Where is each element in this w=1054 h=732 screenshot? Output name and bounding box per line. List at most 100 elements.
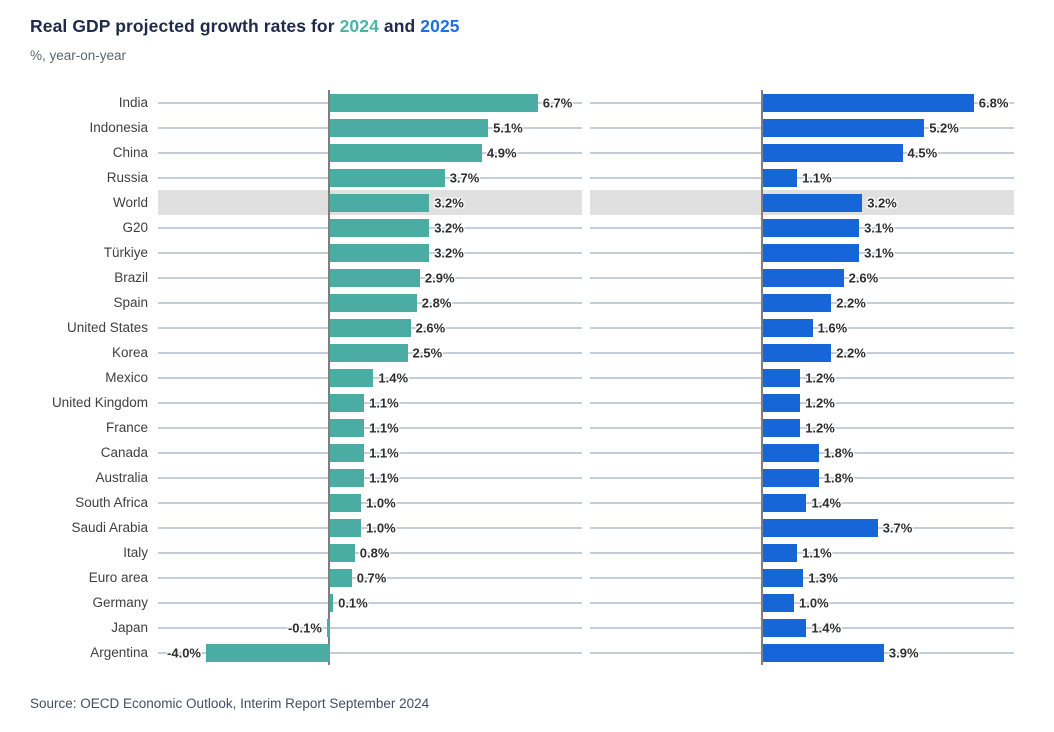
country-label: G20 xyxy=(122,220,148,235)
axis-line xyxy=(328,265,330,290)
panel-2024: 2.8% xyxy=(158,290,582,315)
bar-value-label: 2.2% xyxy=(836,345,866,360)
panel-2025: 1.2% xyxy=(590,390,1014,415)
bar-2024 xyxy=(330,468,365,487)
chart-subtitle: %, year-on-year xyxy=(30,48,127,63)
bar-2024 xyxy=(330,393,365,412)
chart-row: World 3.2% 3.2% xyxy=(30,190,1014,215)
panel-2025: 1.2% xyxy=(590,365,1014,390)
bar-2025 xyxy=(763,143,903,162)
bar-value-label: 2.6% xyxy=(415,320,446,335)
bar-2025 xyxy=(763,518,878,537)
bar-2025 xyxy=(763,418,801,437)
axis-line xyxy=(328,190,330,215)
bar-value-label: 5.2% xyxy=(929,120,959,135)
bar-value-label: 3.2% xyxy=(434,220,464,235)
panel-2024: -0.1% xyxy=(158,615,582,640)
bar-2024 xyxy=(330,93,538,112)
bar-value-label: 2.8% xyxy=(421,295,452,310)
panel-2025: 1.2% xyxy=(590,415,1014,440)
panel-2025: 1.0% xyxy=(590,590,1014,615)
chart-row: China 4.9% 4.5% xyxy=(30,140,1014,165)
gridline xyxy=(590,176,1014,179)
panel-gap xyxy=(582,165,590,190)
bar-2024 xyxy=(330,543,355,562)
panel-2025: 3.1% xyxy=(590,215,1014,240)
panel-2025: 3.9% xyxy=(590,640,1014,665)
bar-2025 xyxy=(763,593,794,612)
panel-2025: 1.4% xyxy=(590,490,1014,515)
panel-gap xyxy=(582,640,590,665)
title-and: and xyxy=(378,16,421,36)
bar-2024 xyxy=(330,143,482,162)
bar-2024 xyxy=(206,643,330,662)
bar-value-label: 6.7% xyxy=(542,95,573,110)
country-label: Russia xyxy=(106,170,148,185)
axis-line xyxy=(761,265,763,290)
country-label: Australia xyxy=(95,470,148,485)
panel-2024: 2.5% xyxy=(158,340,582,365)
axis-line xyxy=(761,190,763,215)
panel-2025: 3.7% xyxy=(590,515,1014,540)
bar-value-label: 1.4% xyxy=(811,620,842,635)
bar-2025 xyxy=(763,293,832,312)
bar-value-label: 1.1% xyxy=(369,470,399,485)
chart-row: Germany 0.1% 1.0% xyxy=(30,590,1014,615)
bar-value-label: 1.0% xyxy=(799,595,829,610)
bar-value-label: -0.1% xyxy=(287,620,322,635)
axis-line xyxy=(328,540,330,565)
country-label: Canada xyxy=(100,445,148,460)
bar-2025 xyxy=(763,168,798,187)
bar-2024 xyxy=(330,118,489,137)
axis-line xyxy=(761,340,763,365)
title-text: Real GDP projected growth rates for xyxy=(30,16,340,36)
bar-2025 xyxy=(763,218,860,237)
panel-gap xyxy=(582,490,590,515)
chart-row: Spain 2.8% 2.2% xyxy=(30,290,1014,315)
chart-row: France 1.1% 1.2% xyxy=(30,415,1014,440)
chart-row: United States 2.6% 1.6% xyxy=(30,315,1014,340)
bar-value-label: -4.0% xyxy=(167,645,201,660)
axis-line xyxy=(328,565,330,590)
chart-row: G20 3.2% 3.1% xyxy=(30,215,1014,240)
panel-gap xyxy=(582,390,590,415)
axis-line xyxy=(761,315,763,340)
bar-value-label: 2.5% xyxy=(412,345,443,360)
country-label: China xyxy=(112,145,148,160)
panel-2024: 4.9% xyxy=(158,140,582,165)
axis-line xyxy=(328,240,330,265)
gdp-growth-bar-chart: India 6.7% 6.8% Indonesia 5.1% 5.2% China 4.9% 4… xyxy=(30,90,1014,665)
bar-value-label: 1.1% xyxy=(369,445,399,460)
bar-value-label: 3.2% xyxy=(867,195,897,210)
axis-line xyxy=(761,615,763,640)
panel-gap xyxy=(582,565,590,590)
axis-line xyxy=(761,465,763,490)
bar-2025 xyxy=(763,618,807,637)
gridline xyxy=(158,401,582,404)
axis-line xyxy=(761,215,763,240)
bar-2025 xyxy=(763,368,801,387)
bar-2025 xyxy=(763,268,844,287)
bar-value-label: 3.2% xyxy=(434,245,464,260)
bar-value-label: 1.1% xyxy=(802,170,832,185)
panel-gap xyxy=(582,415,590,440)
panel-2024: 1.0% xyxy=(158,490,582,515)
bar-2025 xyxy=(763,643,884,662)
panel-2024: 2.6% xyxy=(158,315,582,340)
bar-value-label: 1.6% xyxy=(817,320,848,335)
bar-2024 xyxy=(330,243,430,262)
axis-line xyxy=(328,340,330,365)
panel-gap xyxy=(582,190,590,215)
gridline xyxy=(158,426,582,429)
axis-line xyxy=(761,165,763,190)
panel-2025: 1.1% xyxy=(590,540,1014,565)
gridline xyxy=(158,576,582,579)
gridline xyxy=(590,601,1014,604)
bar-value-label: 1.3% xyxy=(808,570,838,585)
bar-2025 xyxy=(763,468,819,487)
panel-2024: 2.9% xyxy=(158,265,582,290)
bar-value-label: 3.2% xyxy=(434,195,464,210)
bar-2025 xyxy=(763,118,925,137)
axis-line xyxy=(761,540,763,565)
